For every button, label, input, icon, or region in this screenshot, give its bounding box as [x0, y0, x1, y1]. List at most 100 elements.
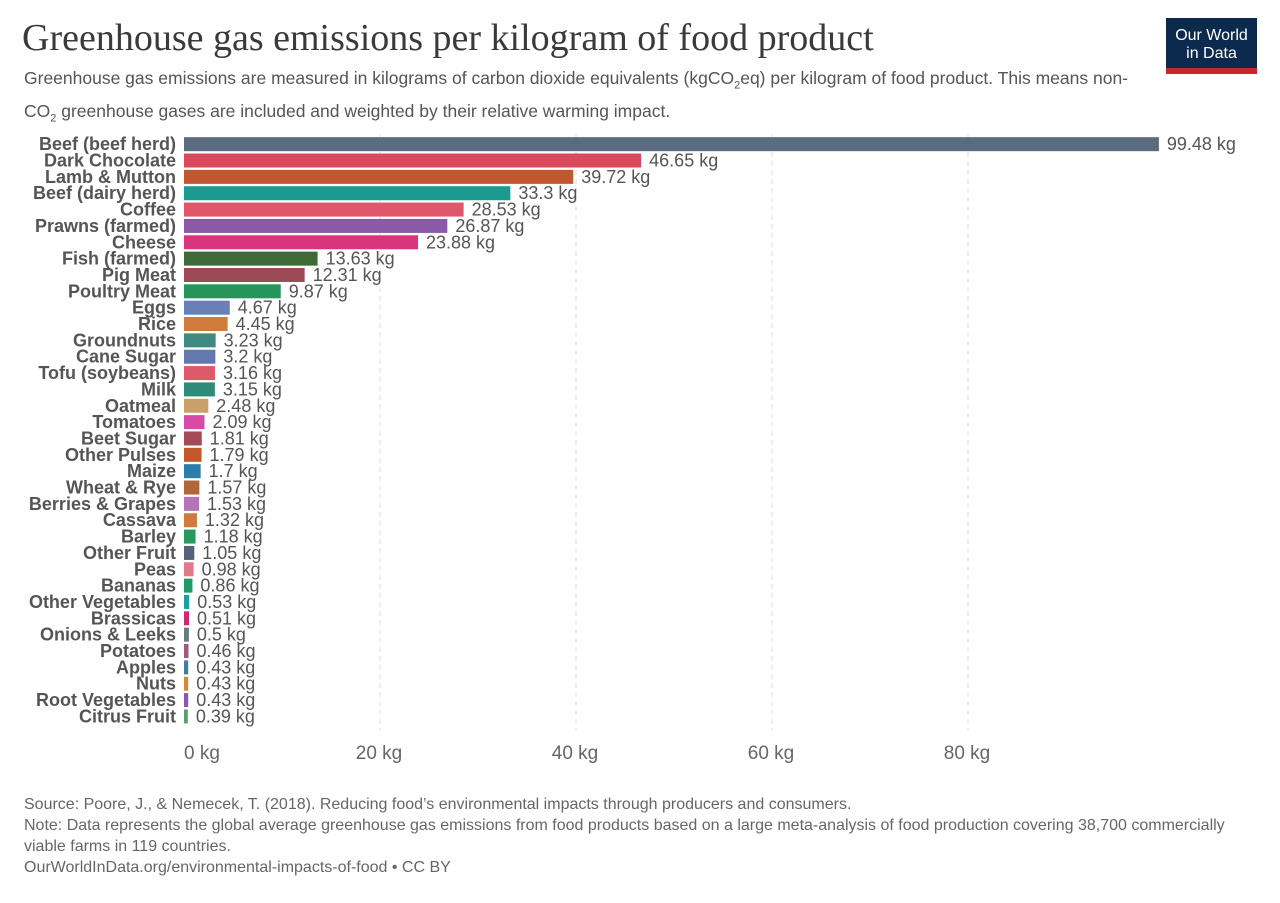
bar [184, 235, 419, 250]
data-label: 3.16 kg [223, 363, 282, 383]
bar [184, 611, 189, 626]
bar [184, 529, 196, 544]
data-label: 3.2 kg [223, 347, 272, 367]
bar [184, 186, 511, 201]
category-label: Brassicas [91, 608, 176, 628]
bar [184, 202, 464, 217]
category-label: Peas [134, 559, 176, 579]
bar [184, 366, 215, 381]
data-label: 0.98 kg [202, 559, 261, 579]
category-label: Oatmeal [105, 396, 176, 416]
category-label: Potatoes [100, 641, 176, 661]
footer-url[interactable]: OurWorldInData.org/environmental-impacts… [24, 859, 451, 876]
category-label: Coffee [120, 200, 176, 220]
x-tick-label: 40 kg [552, 743, 598, 764]
bar [184, 251, 318, 266]
category-label: Beef (beef herd) [39, 134, 176, 154]
data-label: 1.57 kg [207, 478, 266, 498]
subtitle-part1: Greenhouse gas emissions are measured in… [24, 68, 735, 88]
logo-line-1: Our World [1175, 27, 1248, 44]
data-label: 0.43 kg [196, 674, 255, 694]
bar [184, 137, 1159, 152]
data-label: 0.39 kg [196, 706, 255, 726]
chart-footer: Source: Poore, J., & Nemecek, T. (2018).… [24, 794, 1264, 878]
x-tick-label: 80 kg [944, 743, 990, 764]
data-label: 2.09 kg [212, 412, 271, 432]
bar [184, 480, 200, 495]
subtitle-subscript-2: 2 [50, 112, 57, 124]
logo-line-2: in Data [1186, 45, 1237, 62]
category-label: Poultry Meat [68, 281, 176, 301]
x-tick-label: 20 kg [356, 743, 402, 764]
bar [184, 284, 281, 299]
subtitle-subscript-1: 2 [734, 79, 741, 92]
data-label: 1.7 kg [209, 461, 258, 481]
category-label: Tomatoes [92, 412, 176, 432]
data-label: 0.46 kg [197, 641, 256, 661]
category-label: Cassava [103, 510, 177, 530]
category-label: Beet Sugar [81, 428, 176, 448]
data-label: 0.51 kg [197, 608, 256, 628]
data-label: 0.43 kg [196, 657, 255, 677]
data-label: 0.86 kg [200, 576, 259, 596]
bar-chart: 0 kg 20 kg 40 kg 60 kg 80 kg Beef (beef herd)… [29, 134, 1236, 764]
category-label: Bananas [101, 576, 176, 596]
data-label: 46.65 kg [649, 151, 718, 171]
data-label: 1.81 kg [210, 428, 269, 448]
data-label: 1.05 kg [202, 543, 261, 563]
bar [184, 317, 228, 332]
bar [184, 709, 188, 724]
bar [184, 676, 189, 691]
bar [184, 496, 199, 511]
category-label: Barley [121, 527, 176, 547]
bar [184, 398, 209, 413]
category-label: Fish (farmed) [62, 249, 176, 269]
data-label: 39.72 kg [581, 167, 650, 187]
category-label: Eggs [132, 298, 176, 318]
bar [184, 349, 216, 364]
data-label: 3.15 kg [223, 379, 282, 399]
category-label: Rice [138, 314, 176, 334]
bar [184, 578, 193, 593]
data-label: 1.18 kg [204, 527, 263, 547]
data-label: 26.87 kg [455, 216, 524, 236]
category-label: Cane Sugar [76, 347, 176, 367]
footer-note: Note: Data represents the global average… [24, 817, 1225, 855]
bar [184, 513, 197, 528]
category-label: Other Pulses [65, 445, 176, 465]
data-label: 13.63 kg [326, 249, 395, 269]
category-label: Cheese [112, 232, 176, 252]
chart-title: Greenhouse gas emissions per kilogram of… [22, 17, 874, 59]
bar [184, 415, 205, 430]
bar [184, 693, 189, 708]
bar [184, 447, 202, 462]
data-label: 9.87 kg [289, 281, 348, 301]
owid-logo[interactable]: Our World in Data [1166, 18, 1257, 74]
data-label: 0.53 kg [197, 592, 256, 612]
category-label: Prawns (farmed) [35, 216, 176, 236]
data-label: 0.5 kg [197, 625, 246, 645]
bar [184, 333, 216, 348]
data-label: 3.23 kg [224, 330, 283, 350]
bar [184, 627, 189, 642]
category-label: Lamb & Mutton [45, 167, 176, 187]
bar [184, 562, 194, 577]
data-label: 1.53 kg [207, 494, 266, 514]
category-label: Pig Meat [102, 265, 176, 285]
category-label: Maize [127, 461, 176, 481]
data-label: 12.31 kg [313, 265, 382, 285]
category-label: Apples [116, 657, 176, 677]
category-label: Root Vegetables [36, 690, 176, 710]
chart-subtitle: Greenhouse gas emissions are measured in… [24, 66, 1134, 131]
bar [184, 431, 202, 446]
bar [184, 300, 230, 315]
category-label: Groundnuts [73, 330, 176, 350]
bar [184, 153, 642, 168]
category-label: Citrus Fruit [79, 706, 176, 726]
data-label: 28.53 kg [472, 200, 541, 220]
bar [184, 169, 574, 184]
data-label: 0.43 kg [196, 690, 255, 710]
x-tick-label: 60 kg [748, 743, 794, 764]
subtitle-part3: greenhouse gases are included and weight… [56, 100, 671, 121]
x-tick-label: 0 kg [184, 743, 220, 764]
